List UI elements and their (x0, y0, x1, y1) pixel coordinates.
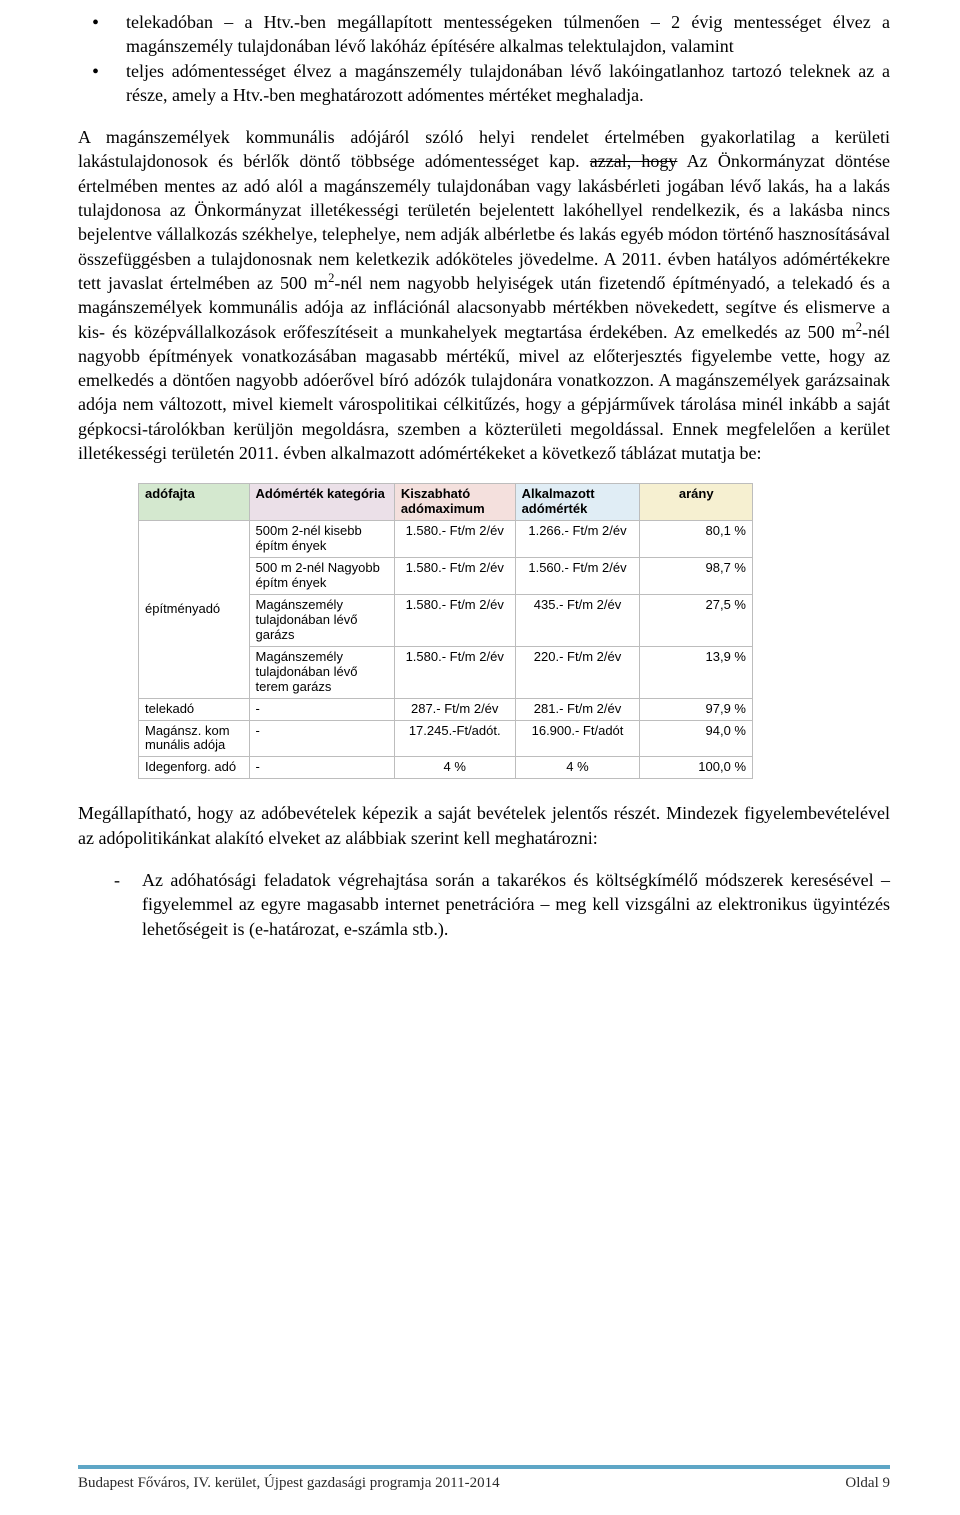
col-header-adofajta: adófajta (139, 484, 250, 521)
applied-cell: 1.560.- Ft/m 2/év (515, 558, 640, 595)
tax-rate-table: adófajta Adómérték kategória Kiszabható … (138, 483, 753, 779)
footer-page-number: Oldal 9 (845, 1473, 890, 1493)
col-header-kategoria: Adómérték kategória (249, 484, 394, 521)
ratio-cell: 94,0 % (640, 720, 753, 757)
max-cell: 1.580.- Ft/m 2/év (394, 521, 515, 558)
ratio-cell: 100,0 % (640, 757, 753, 779)
paragraph-text: Az Önkormányzat döntése értelmében mente… (78, 151, 890, 292)
col-header-alkalmazott: Alkalmazott adómérték (515, 484, 640, 521)
ratio-cell: 13,9 % (640, 646, 753, 698)
applied-cell: 435.- Ft/m 2/év (515, 594, 640, 646)
paragraph-text: -nél nagyobb építmények vonatkozásában m… (78, 322, 890, 463)
table-row: telekadó-287.- Ft/m 2/év281.- Ft/m 2/év9… (139, 698, 753, 720)
category-cell: Magánszemély tulajdonában lévő garázs (249, 594, 394, 646)
applied-cell: 1.266.- Ft/m 2/év (515, 521, 640, 558)
tax-type-cell: Magánsz. kom munális adója (139, 720, 250, 757)
list-item: teljes adómentességet élvez a magánszemé… (78, 59, 890, 108)
category-cell: - (249, 757, 394, 779)
page-footer: Budapest Főváros, IV. kerület, Újpest ga… (78, 1465, 890, 1493)
applied-cell: 281.- Ft/m 2/év (515, 698, 640, 720)
applied-cell: 4 % (515, 757, 640, 779)
category-cell: Magánszemély tulajdonában lévő terem gar… (249, 646, 394, 698)
category-cell: 500m 2-nél kisebb építm ények (249, 521, 394, 558)
tax-type-cell: Idegenforg. adó (139, 757, 250, 779)
max-cell: 1.580.- Ft/m 2/év (394, 646, 515, 698)
category-cell: - (249, 698, 394, 720)
ratio-cell: 97,9 % (640, 698, 753, 720)
max-cell: 287.- Ft/m 2/év (394, 698, 515, 720)
table-row: Magánsz. kom munális adója-17.245.-Ft/ad… (139, 720, 753, 757)
col-header-maximum: Kiszabható adómaximum (394, 484, 515, 521)
list-item: Az adóhatósági feladatok végrehajtása so… (78, 868, 890, 941)
max-cell: 1.580.- Ft/m 2/év (394, 558, 515, 595)
bullet-list: telekadóban – a Htv.-ben megállapított m… (78, 10, 890, 107)
applied-cell: 220.- Ft/m 2/év (515, 646, 640, 698)
table-row: építményadó500m 2-nél kisebb építm ények… (139, 521, 753, 558)
category-cell: - (249, 720, 394, 757)
document-page: telekadóban – a Htv.-ben megállapított m… (0, 0, 960, 1515)
main-paragraph: A magánszemélyek kommunális adójáról szó… (78, 125, 890, 465)
max-cell: 1.580.- Ft/m 2/év (394, 594, 515, 646)
category-cell: 500 m 2-nél Nagyobb építm ények (249, 558, 394, 595)
col-header-arany: arány (640, 484, 753, 521)
applied-cell: 16.900.- Ft/adót (515, 720, 640, 757)
ratio-cell: 98,7 % (640, 558, 753, 595)
ratio-cell: 27,5 % (640, 594, 753, 646)
strikethrough-text: azzal, hogy (590, 151, 678, 171)
ratio-cell: 80,1 % (640, 521, 753, 558)
tax-type-cell: telekadó (139, 698, 250, 720)
max-cell: 17.245.-Ft/adót. (394, 720, 515, 757)
table-header-row: adófajta Adómérték kategória Kiszabható … (139, 484, 753, 521)
footer-title: Budapest Főváros, IV. kerület, Újpest ga… (78, 1473, 500, 1493)
table-row: Idegenforg. adó-4 %4 %100,0 % (139, 757, 753, 779)
after-table-paragraph: Megállapítható, hogy az adóbevételek kép… (78, 801, 890, 850)
max-cell: 4 % (394, 757, 515, 779)
list-item: telekadóban – a Htv.-ben megállapított m… (78, 10, 890, 59)
dash-list: Az adóhatósági feladatok végrehajtása so… (78, 868, 890, 941)
tax-type-cell: építményadó (139, 521, 250, 698)
